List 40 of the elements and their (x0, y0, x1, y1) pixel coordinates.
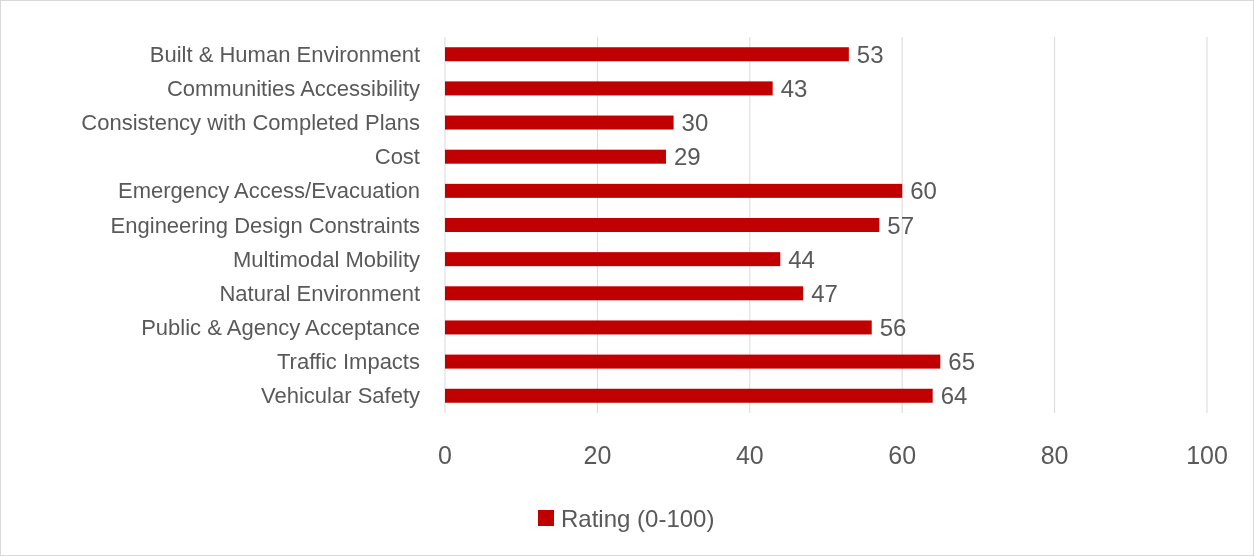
y-tick-label: Vehicular Safety (261, 383, 420, 409)
y-tick-label: Engineering Design Constraints (110, 212, 420, 238)
bar (445, 183, 903, 198)
y-tick-label: Public & Agency Acceptance (141, 314, 420, 340)
bar (445, 149, 666, 164)
y-tick-label: Consistency with Completed Plans (81, 110, 420, 136)
data-label: 64 (940, 382, 968, 410)
x-tick-label: 20 (583, 441, 612, 469)
bar (445, 47, 849, 62)
y-tick-label: Built & Human Environment (149, 41, 420, 67)
bar (445, 354, 941, 369)
bar (445, 388, 933, 403)
legend-label: Rating (0-100) (561, 504, 715, 532)
bar (445, 320, 872, 335)
bar (445, 252, 781, 267)
bar (445, 115, 674, 130)
data-label: 30 (681, 109, 709, 137)
bar (445, 81, 773, 96)
x-tick-label: 80 (1040, 441, 1069, 469)
x-tick-label: 40 (735, 441, 764, 469)
data-label: 44 (788, 245, 815, 273)
data-label: 65 (948, 348, 975, 376)
y-tick-label: Communities Accessibility (166, 75, 420, 101)
y-tick-label: Multimodal Mobility (232, 246, 420, 272)
bar (445, 286, 804, 301)
data-label: 53 (856, 40, 884, 68)
x-tick-label: 0 (438, 441, 452, 469)
y-tick-label: Natural Environment (219, 280, 420, 306)
data-label: 43 (780, 74, 808, 102)
y-tick-label: Cost (374, 144, 420, 170)
data-label: 60 (910, 177, 937, 205)
y-tick-label: Emergency Access/Evacuation (117, 178, 420, 204)
data-label: 57 (887, 211, 915, 239)
y-tick-label: Traffic Impacts (276, 349, 420, 375)
x-tick-label: 100 (1186, 441, 1228, 469)
data-label: 29 (673, 143, 701, 171)
data-label: 47 (811, 279, 838, 307)
x-tick-label: 60 (888, 441, 917, 469)
data-label: 56 (879, 313, 907, 341)
bar (445, 218, 880, 232)
